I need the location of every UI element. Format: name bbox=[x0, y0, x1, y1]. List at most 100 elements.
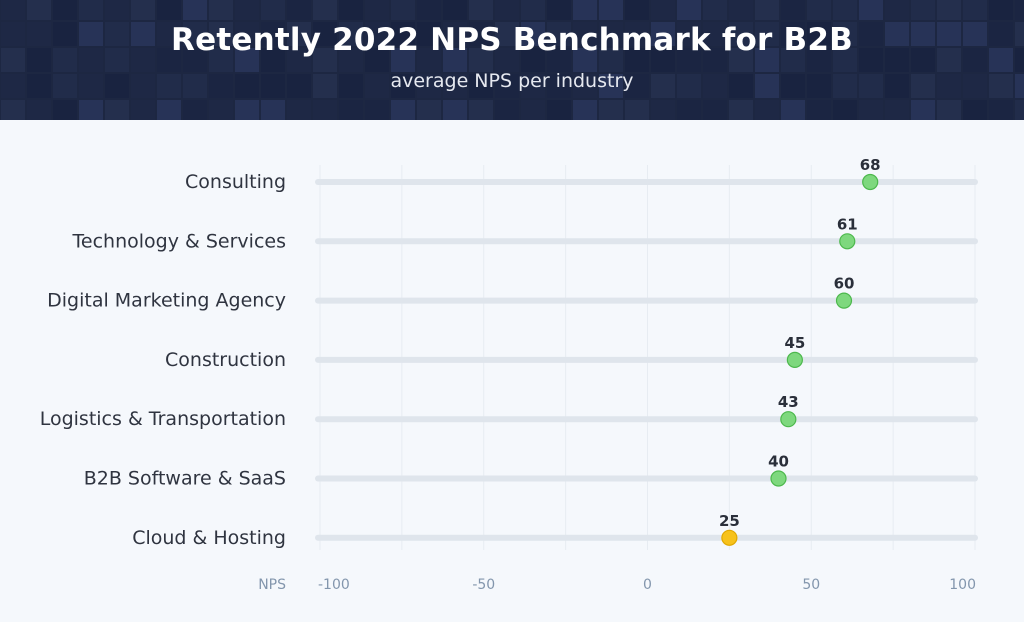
header-tile bbox=[989, 48, 1013, 72]
header-tile bbox=[157, 22, 181, 46]
header-tile bbox=[1015, 74, 1024, 98]
header-tile bbox=[105, 0, 129, 20]
header-tile bbox=[937, 22, 961, 46]
header-tile bbox=[79, 22, 103, 46]
header-tile bbox=[703, 0, 727, 20]
header-tile bbox=[833, 100, 857, 120]
header-tile bbox=[573, 22, 597, 46]
header-tile bbox=[963, 0, 987, 20]
header-background-pattern bbox=[1, 0, 1024, 120]
header-tile bbox=[937, 100, 961, 120]
header-tile bbox=[391, 0, 415, 20]
data-label: 25 bbox=[719, 512, 740, 530]
header-tile bbox=[1015, 0, 1024, 20]
header-tile bbox=[1015, 22, 1024, 46]
header-tile bbox=[547, 0, 571, 20]
header-tile bbox=[365, 22, 389, 46]
header-tile bbox=[911, 22, 935, 46]
header-tile bbox=[625, 100, 649, 120]
header-tile bbox=[625, 48, 649, 72]
header-tile bbox=[885, 22, 909, 46]
header-tile bbox=[755, 48, 779, 72]
header-tile bbox=[131, 0, 155, 20]
data-points bbox=[721, 173, 879, 546]
header-tile bbox=[677, 74, 701, 98]
header-tile bbox=[547, 48, 571, 72]
header-tile bbox=[963, 22, 987, 46]
header-tile bbox=[105, 22, 129, 46]
header-tile bbox=[807, 100, 831, 120]
x-tick-label: 50 bbox=[802, 577, 820, 593]
x-tick-label: -50 bbox=[472, 577, 495, 593]
header-tile bbox=[963, 74, 987, 98]
header-tile bbox=[859, 48, 883, 72]
category-tracks bbox=[315, 179, 978, 541]
value-labels: 68 61 60 45 43 40 25 bbox=[719, 156, 881, 530]
plot-area: Consulting Technology & Services Digital M… bbox=[0, 120, 1024, 622]
header-tile bbox=[859, 22, 883, 46]
header-tile bbox=[209, 22, 233, 46]
header-tile bbox=[911, 74, 935, 98]
header-tile bbox=[703, 100, 727, 120]
header-tile bbox=[1, 48, 25, 72]
header-tile bbox=[833, 74, 857, 98]
header-tile bbox=[27, 100, 51, 120]
header-tile bbox=[105, 48, 129, 72]
header-tile bbox=[391, 74, 415, 98]
header-tile bbox=[313, 0, 337, 20]
header-tile bbox=[729, 48, 753, 72]
header-tile bbox=[261, 0, 285, 20]
header-tile bbox=[443, 48, 467, 72]
header-tile bbox=[885, 48, 909, 72]
header-tile bbox=[313, 74, 337, 98]
header-tile bbox=[443, 74, 467, 98]
header-tile bbox=[53, 48, 77, 72]
header-tile bbox=[521, 22, 545, 46]
header-tile bbox=[53, 0, 77, 20]
category-label: B2B Software & SaaS bbox=[84, 468, 286, 490]
header-tile bbox=[573, 74, 597, 98]
header-tile bbox=[339, 0, 363, 20]
data-label: 68 bbox=[860, 156, 881, 174]
header-tile bbox=[183, 0, 207, 20]
category-label: Logistics & Transportation bbox=[40, 408, 286, 430]
data-point bbox=[780, 411, 797, 428]
header-tile bbox=[287, 22, 311, 46]
header-tile bbox=[339, 48, 363, 72]
header-tile bbox=[573, 100, 597, 120]
header-tile bbox=[469, 48, 493, 72]
data-point bbox=[721, 529, 738, 546]
header-tile bbox=[53, 22, 77, 46]
header-tile bbox=[495, 22, 519, 46]
header-tile bbox=[677, 100, 701, 120]
header-tile bbox=[781, 48, 805, 72]
data-point bbox=[839, 233, 856, 250]
header-tile bbox=[651, 100, 675, 120]
header-tile bbox=[235, 100, 259, 120]
header-tile bbox=[781, 74, 805, 98]
header-tile bbox=[911, 100, 935, 120]
header-tile bbox=[521, 74, 545, 98]
header-tile bbox=[183, 100, 207, 120]
header-tile bbox=[651, 48, 675, 72]
header-tile bbox=[79, 48, 103, 72]
header-tile bbox=[1015, 100, 1024, 120]
header-tile bbox=[599, 0, 623, 20]
chart-title: Retently 2022 NPS Benchmark for B2B bbox=[171, 22, 853, 58]
header-tile bbox=[209, 0, 233, 20]
header-tile bbox=[1, 100, 25, 120]
x-axis: NPS -100 -50 0 50 100 bbox=[258, 577, 976, 593]
header-tile bbox=[235, 22, 259, 46]
header-tile bbox=[989, 0, 1013, 20]
header-tile bbox=[469, 74, 493, 98]
header-tile bbox=[261, 22, 285, 46]
header-tile bbox=[521, 48, 545, 72]
header-tile bbox=[599, 48, 623, 72]
header-tile bbox=[833, 48, 857, 72]
category-label: Digital Marketing Agency bbox=[47, 290, 286, 312]
header-tile bbox=[469, 0, 493, 20]
header-tile bbox=[625, 74, 649, 98]
data-label: 40 bbox=[768, 453, 789, 471]
header-tile bbox=[807, 74, 831, 98]
header-tile bbox=[677, 0, 701, 20]
